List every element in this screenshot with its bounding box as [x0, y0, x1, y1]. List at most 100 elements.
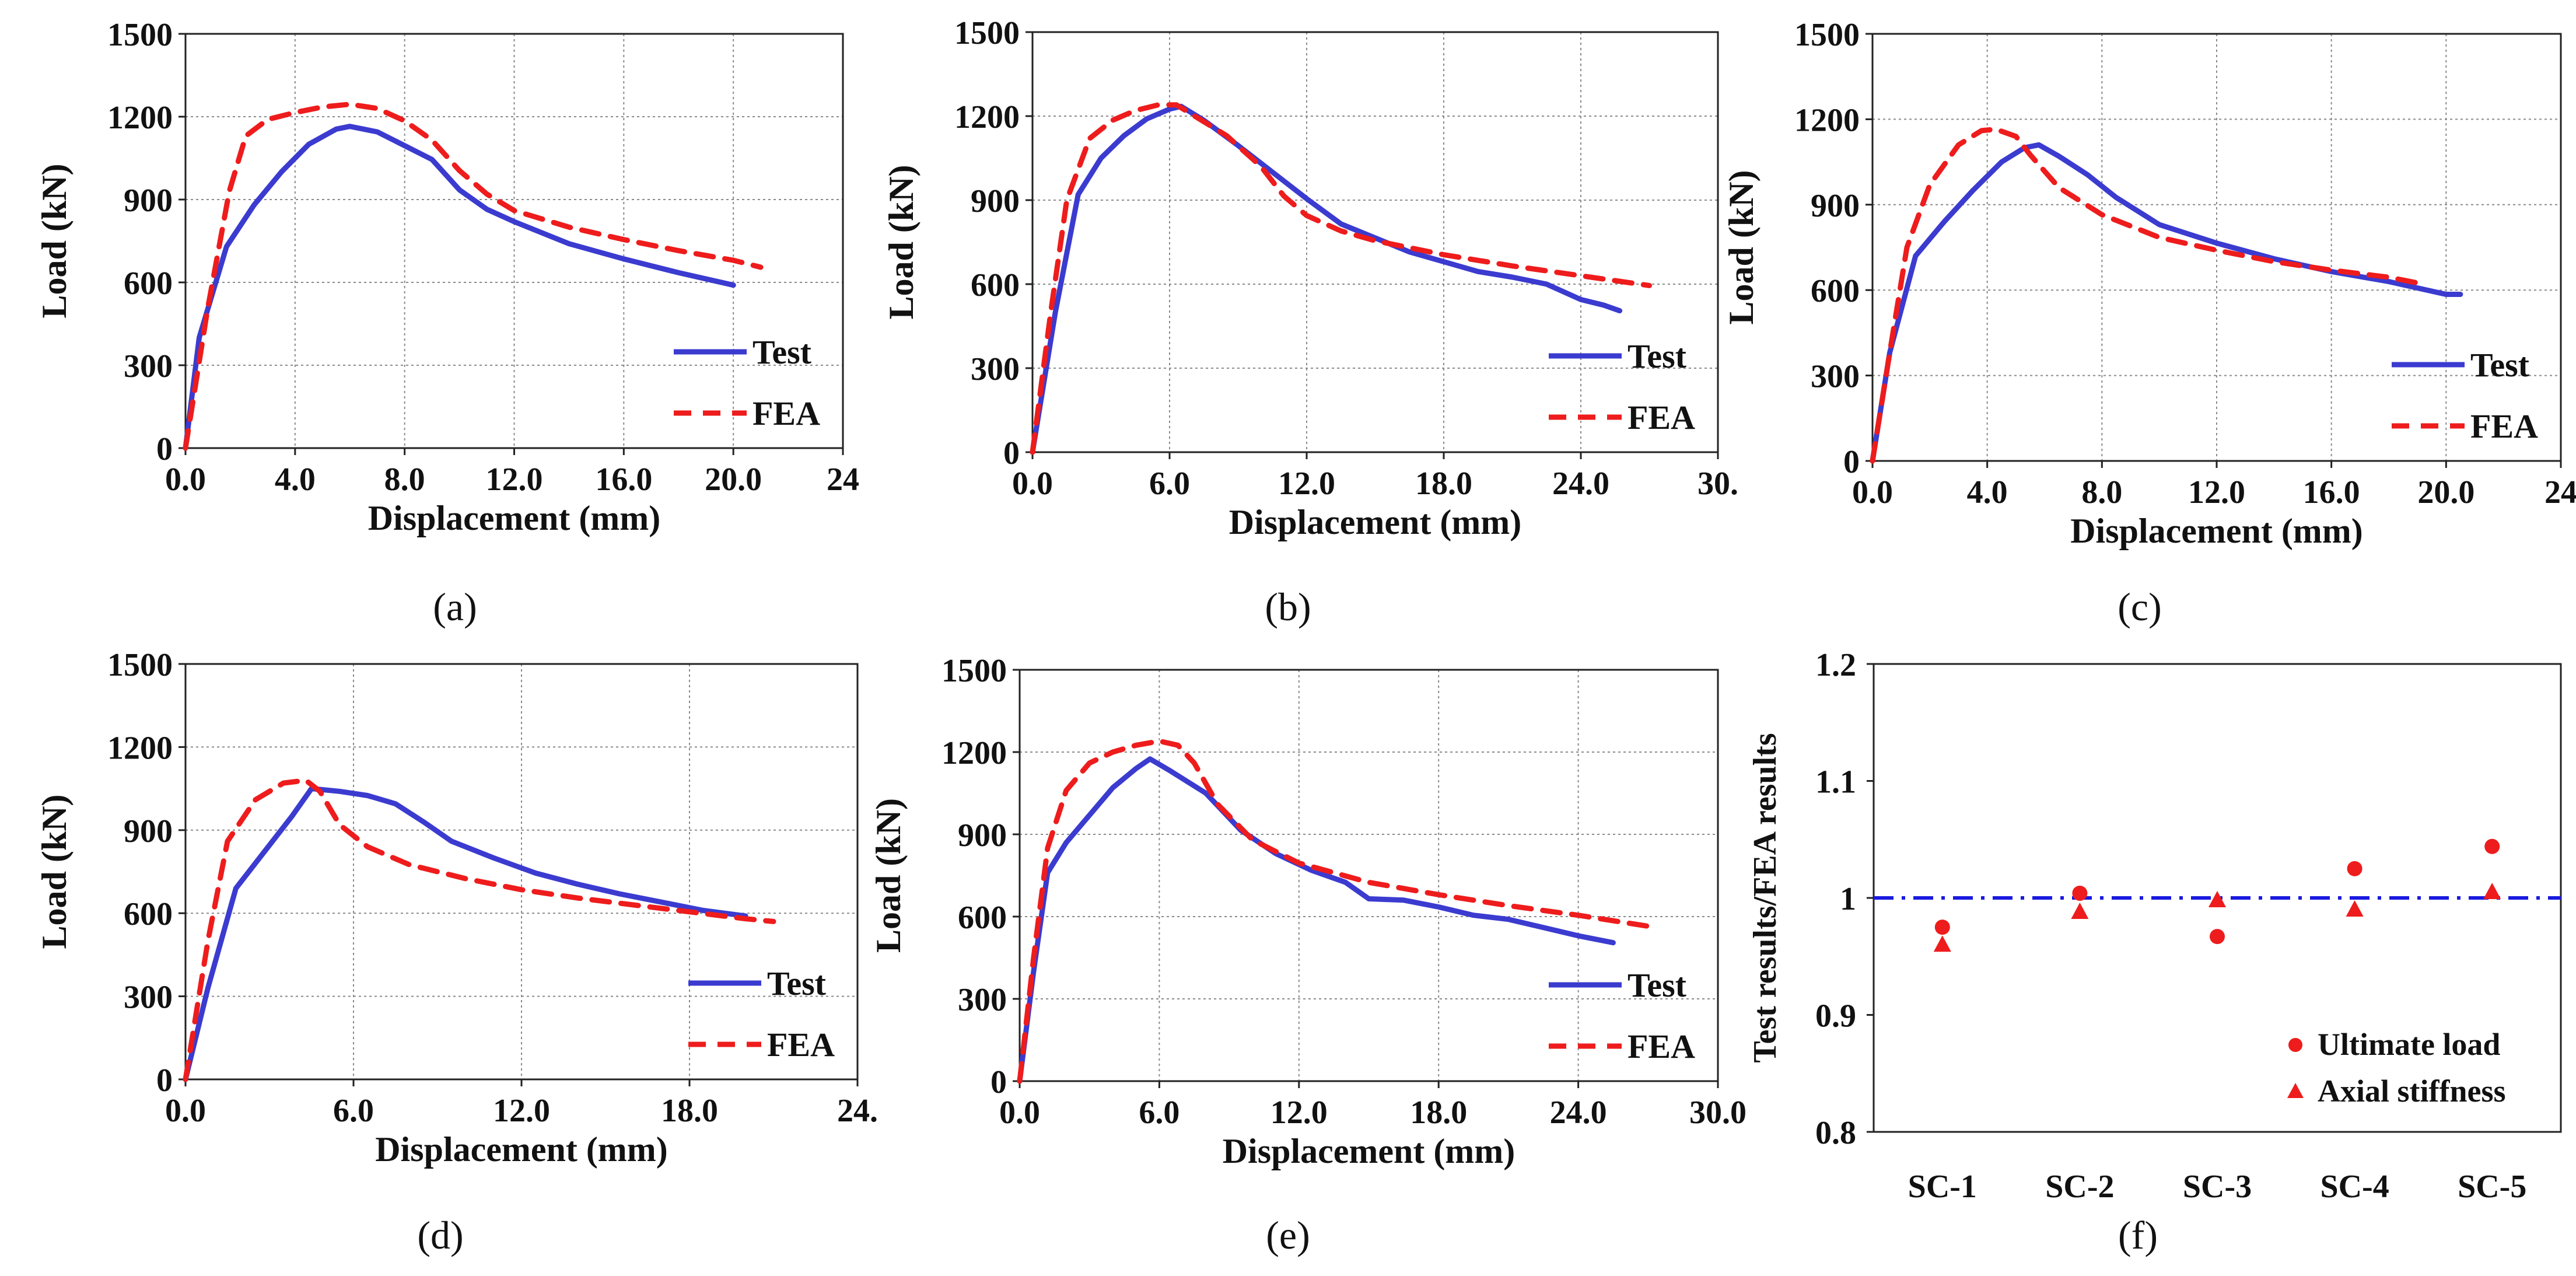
x-tick-label: 18.0 [1410, 1095, 1467, 1131]
point-axial-stiffness [2346, 900, 2364, 917]
panel-caption: (c) [2118, 585, 2161, 629]
x-tick-label: 4.0 [275, 462, 316, 498]
x-tick-label: 18.0 [661, 1093, 718, 1129]
legend-label: FEA [1628, 398, 1695, 436]
chart-panel-d: 0 300 600 900 1200 1500 0.0 6.0 12.0 18.0 24. Displ… [35, 647, 878, 1257]
x-tick-label: 0.0 [165, 1093, 206, 1129]
x-tick-label: 6.0 [1139, 1095, 1180, 1131]
legend-label: FEA [767, 1026, 835, 1064]
y-tick-label: 600 [124, 896, 173, 932]
x-tick-label: 12.0 [2188, 474, 2245, 511]
y-tick-label: 1500 [107, 647, 173, 683]
x-tick-label: 16.0 [2303, 474, 2360, 511]
x-tick-label: 0.0 [165, 462, 206, 498]
legend-label: FEA [1628, 1027, 1695, 1065]
point-ultimate-load [2072, 885, 2088, 901]
y-tick-label: 1200 [107, 100, 173, 136]
y-tick-label: 0 [1843, 444, 1860, 480]
x-tick-label: 30. [1698, 466, 1738, 502]
y-tick-label: 0 [1003, 435, 1020, 471]
series-line-fea [183, 102, 764, 451]
legend-label: Test [1628, 337, 1687, 375]
panel-caption: (d) [417, 1213, 463, 1257]
point-ultimate-load [2484, 838, 2500, 854]
y-tick-label: 900 [958, 817, 1007, 854]
point-ultimate-load [2347, 861, 2362, 876]
y-tick-label: 600 [958, 900, 1007, 936]
x-tick-label: 0.0 [1012, 466, 1053, 502]
y-tick-label: 900 [1811, 188, 1860, 224]
legend-label: FEA [752, 394, 820, 432]
legend-label: Ultimate load [2318, 1027, 2500, 1062]
y-axis-title: Load (kN) [869, 798, 908, 953]
y-tick-label: 300 [958, 982, 1007, 1018]
y-tick-label: 0.8 [1815, 1115, 1856, 1151]
chart-panel-c: 0 300 600 900 1200 1500 0.0 4.0 8.0 12.0 16.0 20.0 2… [1722, 17, 2576, 629]
x-tick-label: 12.0 [486, 462, 543, 498]
point-axial-stiffness [2483, 882, 2501, 899]
x-tick-label: 24 [827, 462, 859, 498]
plot-frame [1019, 669, 1719, 1082]
legend-label: Test [767, 964, 827, 1002]
y-tick-label: 1500 [954, 15, 1020, 51]
plot-frame [1031, 31, 1719, 453]
series-line-fea [1870, 127, 2420, 464]
x-tick-label: 16.0 [595, 462, 652, 498]
panel-caption: (a) [433, 585, 477, 629]
x-tick-label: 18.0 [1415, 466, 1472, 502]
x-tick-label: 24.0 [1552, 466, 1609, 502]
x-tick-label: 12.0 [493, 1093, 550, 1129]
category-label: SC-2 [2045, 1169, 2114, 1205]
x-axis-title: Displacement (mm) [2070, 512, 2363, 550]
y-tick-label: 900 [971, 183, 1020, 219]
legend-marker-circle [2288, 1038, 2302, 1052]
y-tick-label: 1200 [954, 99, 1020, 135]
y-axis-title: Load (kN) [882, 165, 921, 319]
x-tick-label: 24.0 [1550, 1095, 1607, 1131]
y-tick-label: 1500 [942, 653, 1007, 689]
y-tick-label: 1 [1840, 881, 1856, 917]
x-axis-title: Displacement (mm) [368, 499, 661, 537]
y-tick-label: 0 [991, 1064, 1007, 1100]
y-tick-label: 0 [156, 431, 173, 467]
legend-label: Test [2470, 346, 2530, 384]
y-tick-label: 300 [124, 980, 173, 1016]
point-axial-stiffness [1933, 935, 1951, 952]
point-axial-stiffness [2071, 903, 2089, 920]
y-axis-title: Test results/FEA results [1747, 733, 1783, 1062]
y-tick-label: 900 [124, 183, 173, 219]
point-ultimate-load [2210, 929, 2225, 945]
series-line-test [183, 786, 748, 1082]
x-axis-title: Displacement (mm) [375, 1130, 668, 1169]
legend-marker-triangle [2287, 1083, 2304, 1098]
y-tick-label: 600 [1811, 273, 1860, 309]
y-axis-title: Load (kN) [1722, 170, 1760, 324]
x-tick-label: 24 [2544, 474, 2576, 511]
x-axis-title: Displacement (mm) [1223, 1132, 1516, 1170]
y-tick-label: 0 [156, 1062, 173, 1099]
y-tick-label: 1500 [107, 17, 173, 53]
series-line-fea [183, 777, 776, 1082]
x-tick-label: 6.0 [1149, 466, 1190, 502]
y-tick-label: 600 [971, 267, 1020, 303]
x-tick-label: 0.0 [1852, 474, 1893, 511]
y-tick-label: 900 [124, 813, 173, 849]
x-tick-label: 0.0 [999, 1095, 1040, 1131]
point-ultimate-load [1934, 920, 1950, 935]
category-label: SC-3 [2183, 1169, 2252, 1205]
y-tick-label: 300 [1811, 359, 1860, 395]
x-tick-label: 24. [837, 1093, 878, 1129]
point-axial-stiffness [2208, 891, 2226, 908]
legend-label: Axial stiffness [2318, 1074, 2506, 1109]
chart-panel-b: 0 300 600 900 1200 1500 0.0 6.0 12.0 18.0 24.0 30. D… [882, 15, 1738, 629]
y-tick-label: 1200 [942, 735, 1007, 771]
series-line-fea [1030, 102, 1652, 455]
x-tick-label: 8.0 [2081, 474, 2122, 511]
series-line-test [1030, 103, 1623, 455]
category-label: SC-4 [2320, 1169, 2389, 1205]
y-tick-label: 1500 [1794, 17, 1860, 53]
y-tick-label: 1200 [107, 730, 173, 766]
y-tick-label: 1.2 [1815, 647, 1856, 683]
panel-caption: (e) [1266, 1213, 1310, 1257]
